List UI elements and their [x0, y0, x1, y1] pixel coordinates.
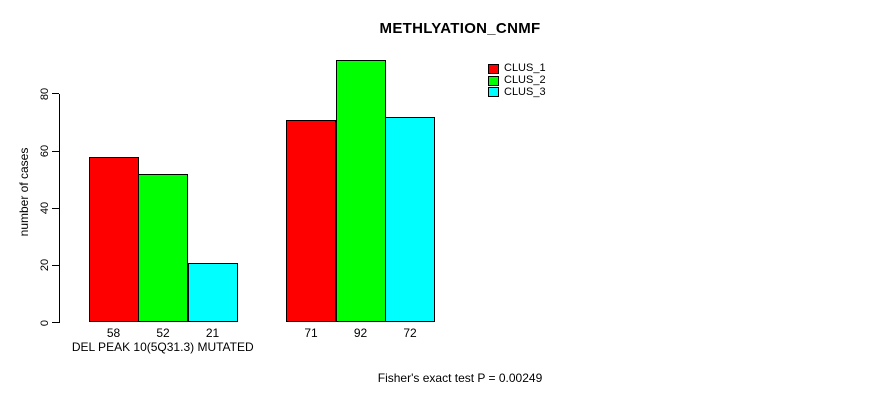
bar-group2-clus_1: [286, 119, 336, 323]
y-axis-tick-label: 20: [39, 259, 51, 272]
bar-value-label: 92: [353, 326, 368, 340]
legend: CLUS_1 CLUS_2 CLUS_3: [488, 63, 546, 98]
y-axis-label: number of cases: [17, 147, 31, 237]
legend-row-clus_2: CLUS_2: [488, 75, 546, 87]
legend-swatch-clus_1: [488, 63, 499, 74]
legend-label: CLUS_2: [504, 74, 546, 87]
y-axis-tick-label: 40: [39, 202, 51, 215]
y-axis-tick: [52, 93, 59, 95]
y-axis-line: [59, 93, 60, 323]
legend-row-clus_3: CLUS_3: [488, 86, 546, 98]
bar-value-label: 71: [304, 326, 318, 340]
y-axis-tick: [52, 207, 59, 209]
legend-swatch-clus_3: [488, 87, 499, 98]
y-axis-tick: [52, 264, 59, 266]
bar-group1-clus_3: [187, 262, 238, 323]
group-label: DEL PEAK 10(5Q31.3) MUTATED: [71, 340, 254, 354]
legend-label: CLUS_1: [504, 62, 546, 75]
bar-group1-clus_1: [88, 156, 139, 323]
y-axis-tick-label: 60: [39, 144, 51, 158]
bar-group2-clus_2: [335, 59, 386, 323]
y-axis-tick: [52, 150, 59, 152]
bar-group1-clus_2: [138, 173, 188, 323]
bar-value-label: 52: [156, 326, 170, 340]
bar-group2-clus_3: [385, 116, 435, 323]
legend-row-clus_1: CLUS_1: [488, 63, 546, 75]
chart-title: METHLYATION_CNMF: [379, 20, 541, 37]
y-axis-tick: [52, 322, 59, 323]
y-axis-tick-label: 80: [39, 87, 51, 101]
bar-value-label: 58: [106, 326, 121, 340]
legend-swatch-clus_2: [488, 75, 499, 86]
bar-value-label: 21: [205, 326, 220, 340]
bar-value-label: 72: [403, 326, 417, 340]
legend-label: CLUS_3: [504, 85, 546, 98]
y-axis-tick-label: 0: [39, 319, 51, 326]
footnote: Fisher's exact test P = 0.00249: [377, 371, 543, 385]
